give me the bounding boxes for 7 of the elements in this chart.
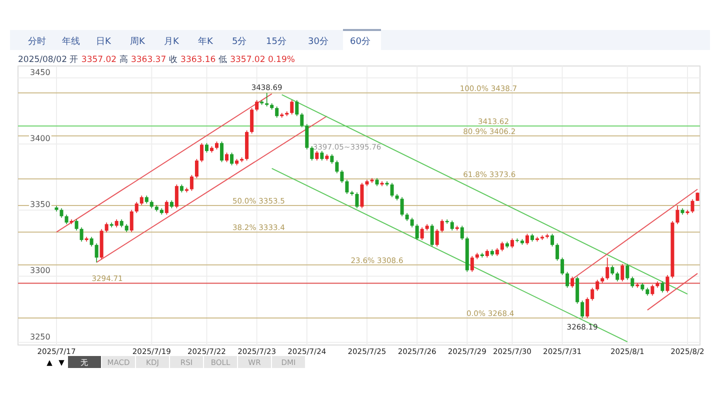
y-tick-label: 3400 bbox=[30, 134, 50, 144]
chart-title: 2025/08/02 开 3357.02 高 3363.37 收 3363.16 低 3357.02 0.19% bbox=[18, 55, 295, 65]
y-tick-label: 3450 bbox=[30, 68, 50, 77]
y-tick-label: 3300 bbox=[30, 266, 50, 276]
tabs-top: 分时 年线 日K 周K 月K 年K 5分 15分 30分 60分 bbox=[10, 29, 710, 50]
y-tick-label: 3250 bbox=[30, 332, 50, 342]
y-tick-label: 3350 bbox=[30, 200, 50, 210]
